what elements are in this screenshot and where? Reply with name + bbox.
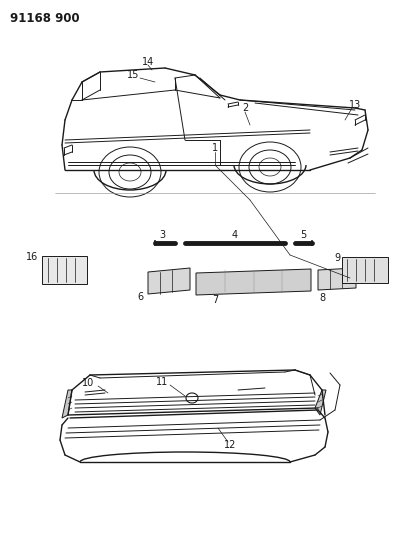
Text: 7: 7 <box>212 295 218 305</box>
FancyBboxPatch shape <box>42 256 87 284</box>
Text: 8: 8 <box>319 293 325 303</box>
Text: 6: 6 <box>137 292 143 302</box>
Polygon shape <box>62 390 72 418</box>
Text: 12: 12 <box>224 440 236 450</box>
Text: 13: 13 <box>349 100 361 110</box>
Text: 9: 9 <box>334 253 340 263</box>
Polygon shape <box>318 268 356 290</box>
Text: 5: 5 <box>300 230 306 240</box>
Text: 91168 900: 91168 900 <box>10 12 80 25</box>
Text: 1: 1 <box>212 143 218 153</box>
Text: 10: 10 <box>82 378 94 388</box>
Polygon shape <box>196 269 311 295</box>
FancyBboxPatch shape <box>342 257 388 283</box>
Text: 15: 15 <box>127 70 139 80</box>
Text: 2: 2 <box>242 103 248 113</box>
Polygon shape <box>148 268 190 294</box>
Text: 3: 3 <box>159 230 165 240</box>
Text: 16: 16 <box>26 252 38 262</box>
Text: 4: 4 <box>232 230 238 240</box>
Text: 11: 11 <box>156 377 168 387</box>
Text: 14: 14 <box>142 57 154 67</box>
Polygon shape <box>315 390 326 415</box>
